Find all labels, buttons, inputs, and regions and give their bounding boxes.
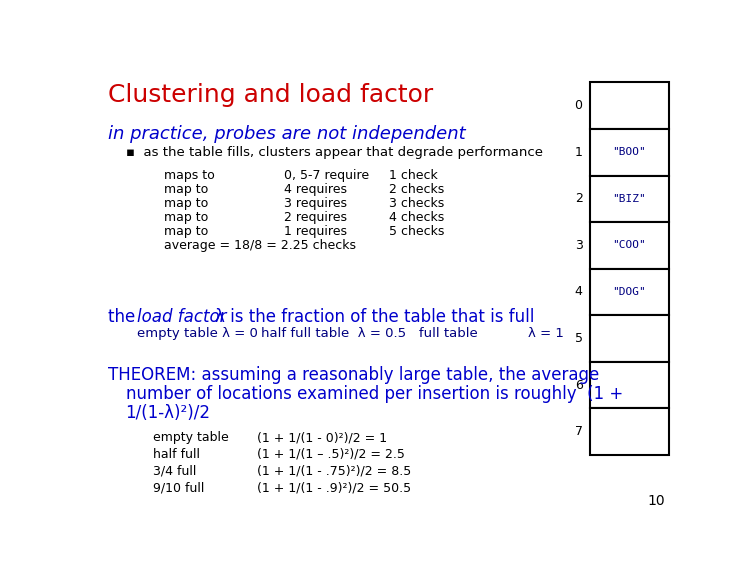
Text: 2: 2 — [575, 192, 583, 206]
Text: 10: 10 — [647, 494, 665, 508]
Text: (1 + 1/(1 - .9)²)/2 = 50.5: (1 + 1/(1 - .9)²)/2 = 50.5 — [257, 482, 411, 495]
Text: 9/10 full: 9/10 full — [153, 482, 204, 495]
Text: map to: map to — [164, 211, 209, 224]
Text: 3: 3 — [575, 239, 583, 252]
Text: 2 requires: 2 requires — [284, 211, 347, 224]
Text: (1 + 1/(1 - .75)²)/2 = 8.5: (1 + 1/(1 - .75)²)/2 = 8.5 — [257, 465, 411, 478]
Text: (1 + 1/(1 - 0)²)/2 = 1: (1 + 1/(1 - 0)²)/2 = 1 — [257, 431, 387, 444]
Text: average = 18/8 = 2.25 checks: average = 18/8 = 2.25 checks — [164, 238, 356, 252]
Text: 3 requires: 3 requires — [284, 197, 347, 210]
Bar — [590, 362, 668, 408]
Text: 3/4 full: 3/4 full — [153, 465, 196, 478]
Text: 1 requires: 1 requires — [284, 225, 347, 238]
Text: half full table  λ = 0.5   full table: half full table λ = 0.5 full table — [261, 327, 478, 340]
Text: 0, 5-7 require: 0, 5-7 require — [284, 169, 370, 182]
Text: 4: 4 — [575, 286, 583, 298]
Bar — [590, 268, 668, 315]
Text: 1 check: 1 check — [389, 169, 438, 182]
Text: 1/(1-λ)²)/2: 1/(1-λ)²)/2 — [125, 404, 210, 422]
Text: Clustering and load factor: Clustering and load factor — [108, 83, 434, 107]
Bar — [590, 176, 668, 222]
Text: 1: 1 — [575, 146, 583, 159]
Text: in practice, probes are not independent: in practice, probes are not independent — [108, 124, 466, 143]
Text: empty table λ = 0: empty table λ = 0 — [137, 327, 258, 340]
Text: load factor: load factor — [137, 308, 227, 326]
Text: 4 requires: 4 requires — [284, 183, 347, 196]
Text: "COO": "COO" — [612, 240, 646, 251]
Text: map to: map to — [164, 183, 209, 196]
Text: 5: 5 — [575, 332, 583, 345]
Text: "DOG": "DOG" — [612, 287, 646, 297]
Text: 2 checks: 2 checks — [389, 183, 445, 196]
Bar — [590, 315, 668, 362]
Text: 6: 6 — [575, 378, 583, 392]
Text: ▪  as the table fills, clusters appear that degrade performance: ▪ as the table fills, clusters appear th… — [125, 146, 543, 159]
Text: 4 checks: 4 checks — [389, 211, 445, 224]
Text: 3 checks: 3 checks — [389, 197, 445, 210]
Bar — [590, 408, 668, 455]
Text: THEOREM: assuming a reasonably large table, the average: THEOREM: assuming a reasonably large tab… — [108, 366, 600, 384]
Text: λ is the fraction of the table that is full: λ is the fraction of the table that is f… — [215, 308, 534, 326]
Text: 7: 7 — [575, 425, 583, 438]
Text: number of locations examined per insertion is roughly  (1 +: number of locations examined per inserti… — [125, 385, 623, 403]
Bar — [590, 82, 668, 129]
Text: "BIZ": "BIZ" — [612, 194, 646, 204]
Text: half full: half full — [153, 448, 200, 461]
Text: map to: map to — [164, 197, 209, 210]
Text: 0: 0 — [575, 99, 583, 112]
Text: maps to: maps to — [164, 169, 215, 182]
Text: (1 + 1/(1 – .5)²)/2 = 2.5: (1 + 1/(1 – .5)²)/2 = 2.5 — [257, 448, 405, 461]
Text: map to: map to — [164, 225, 209, 238]
Text: "BOO": "BOO" — [612, 147, 646, 157]
Text: λ = 1: λ = 1 — [528, 327, 565, 340]
Bar — [590, 222, 668, 268]
Text: 5 checks: 5 checks — [389, 225, 445, 238]
Bar — [590, 129, 668, 176]
Text: empty table: empty table — [153, 431, 228, 444]
Text: the: the — [108, 308, 141, 326]
